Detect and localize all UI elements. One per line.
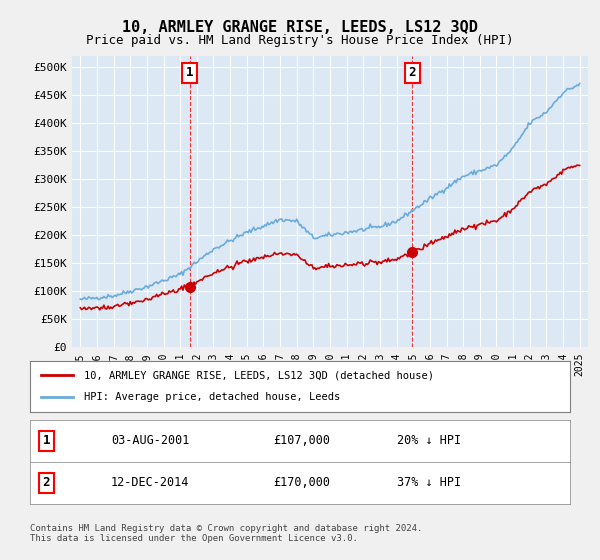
Text: 37% ↓ HPI: 37% ↓ HPI [397, 477, 461, 489]
Text: 1: 1 [186, 66, 194, 80]
Text: £170,000: £170,000 [273, 477, 330, 489]
Text: 12-DEC-2014: 12-DEC-2014 [111, 477, 190, 489]
Text: 10, ARMLEY GRANGE RISE, LEEDS, LS12 3QD (detached house): 10, ARMLEY GRANGE RISE, LEEDS, LS12 3QD … [84, 370, 434, 380]
Text: Contains HM Land Registry data © Crown copyright and database right 2024.
This d: Contains HM Land Registry data © Crown c… [30, 524, 422, 543]
Text: 2: 2 [43, 477, 50, 489]
Text: 20% ↓ HPI: 20% ↓ HPI [397, 435, 461, 447]
Text: 2: 2 [409, 66, 416, 80]
Text: 10, ARMLEY GRANGE RISE, LEEDS, LS12 3QD: 10, ARMLEY GRANGE RISE, LEEDS, LS12 3QD [122, 20, 478, 35]
Text: 1: 1 [43, 435, 50, 447]
Text: Price paid vs. HM Land Registry's House Price Index (HPI): Price paid vs. HM Land Registry's House … [86, 34, 514, 46]
Text: 03-AUG-2001: 03-AUG-2001 [111, 435, 190, 447]
Text: £107,000: £107,000 [273, 435, 330, 447]
Text: HPI: Average price, detached house, Leeds: HPI: Average price, detached house, Leed… [84, 393, 340, 403]
